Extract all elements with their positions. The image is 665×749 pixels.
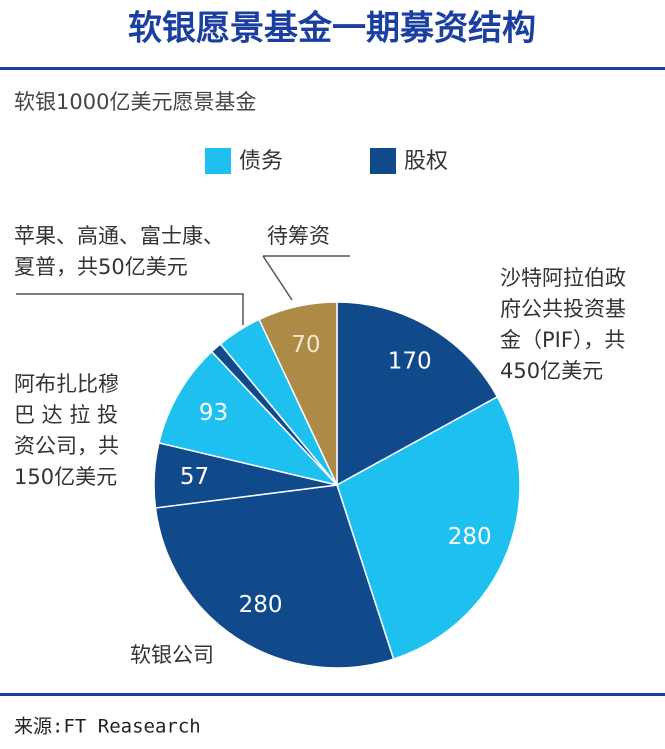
data-label: 280 xyxy=(448,524,492,550)
legend-swatch xyxy=(370,148,396,174)
source: 来源:FT Reasearch xyxy=(14,716,201,738)
annotation: 450亿美元 xyxy=(500,359,603,383)
subtitle: 软银1000亿美元愿景基金 xyxy=(14,90,256,114)
annotation: 资公司，共 xyxy=(14,434,119,458)
annotation: 150亿美元 xyxy=(14,465,117,489)
annotation: 待筹资 xyxy=(267,224,330,248)
annotation: 夏普，共50亿美元 xyxy=(14,255,188,279)
chart-title: 软银愿景基金一期募资结构 xyxy=(128,9,536,49)
annotation: 府公共投资基 xyxy=(500,297,626,321)
legend-label: 股权 xyxy=(404,149,448,174)
pie-slice xyxy=(158,350,340,487)
annotation: 软银公司 xyxy=(130,643,214,667)
pie-slice xyxy=(336,301,499,487)
annotation: 金（PIF），共 xyxy=(500,328,625,352)
annotation: 苹果、高通、富士康、 xyxy=(14,224,224,248)
pie-slice xyxy=(258,301,338,486)
pie-slice xyxy=(154,484,395,669)
annotation: 阿布扎比穆 xyxy=(14,372,119,396)
pie-slice xyxy=(336,395,521,660)
leader-line xyxy=(262,255,293,301)
bottom-rule xyxy=(0,693,665,696)
data-label: 93 xyxy=(199,400,228,426)
top-rule xyxy=(0,67,665,70)
data-label: 280 xyxy=(239,592,283,618)
legend-label: 债务 xyxy=(239,149,283,174)
leader-line xyxy=(16,293,244,325)
legend-swatch xyxy=(205,148,231,174)
data-label: 70 xyxy=(291,332,320,358)
annotation: 沙特阿拉伯政 xyxy=(500,266,626,290)
annotation: 巴 达 拉 投 xyxy=(14,403,118,427)
data-label: 57 xyxy=(180,464,209,490)
data-label: 170 xyxy=(388,349,432,375)
